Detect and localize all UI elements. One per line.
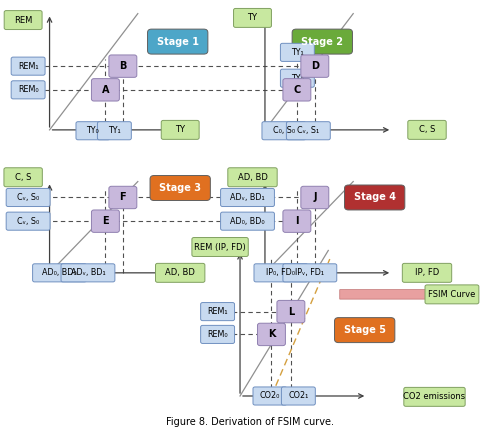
FancyBboxPatch shape (92, 79, 120, 101)
FancyBboxPatch shape (200, 302, 234, 321)
FancyBboxPatch shape (283, 79, 311, 101)
FancyBboxPatch shape (408, 121, 446, 140)
FancyBboxPatch shape (280, 43, 314, 61)
FancyBboxPatch shape (61, 264, 115, 282)
Text: K: K (268, 330, 275, 340)
FancyBboxPatch shape (286, 122, 331, 140)
Text: AD, BD: AD, BD (238, 173, 268, 182)
FancyBboxPatch shape (220, 188, 274, 206)
FancyBboxPatch shape (344, 185, 405, 210)
FancyBboxPatch shape (6, 188, 50, 206)
Text: AD, BD: AD, BD (166, 268, 195, 277)
FancyBboxPatch shape (109, 55, 137, 77)
FancyBboxPatch shape (200, 325, 234, 343)
Text: C, S: C, S (15, 173, 32, 182)
Text: C, S: C, S (419, 125, 435, 134)
Text: TY: TY (175, 125, 185, 134)
Text: REM₀: REM₀ (18, 86, 38, 94)
Text: AD₀, BD₀: AD₀, BD₀ (42, 268, 77, 277)
FancyBboxPatch shape (161, 121, 199, 140)
FancyBboxPatch shape (6, 212, 50, 230)
Text: Cᵥ, S₀: Cᵥ, S₀ (17, 217, 39, 226)
FancyBboxPatch shape (283, 210, 311, 232)
FancyBboxPatch shape (11, 57, 45, 75)
Text: IP₀, FD₀: IP₀, FD₀ (266, 268, 296, 277)
Text: Stage 5: Stage 5 (344, 325, 386, 335)
Text: AD₀, BD₀: AD₀, BD₀ (230, 217, 265, 226)
FancyBboxPatch shape (282, 387, 316, 405)
FancyBboxPatch shape (283, 264, 337, 282)
FancyArrow shape (340, 287, 442, 301)
Text: IPᵥ, FD₁: IPᵥ, FD₁ (296, 268, 324, 277)
FancyBboxPatch shape (254, 264, 308, 282)
FancyBboxPatch shape (192, 238, 248, 257)
Text: TY₁: TY₁ (108, 126, 121, 135)
FancyBboxPatch shape (404, 388, 465, 407)
Text: I: I (295, 216, 298, 226)
Text: J: J (313, 193, 316, 203)
Text: B: B (119, 61, 126, 71)
FancyBboxPatch shape (76, 122, 110, 140)
Text: C₀, S₀: C₀, S₀ (273, 126, 295, 135)
FancyBboxPatch shape (301, 55, 329, 77)
Text: Cᵥ, S₁: Cᵥ, S₁ (297, 126, 320, 135)
FancyBboxPatch shape (11, 81, 45, 99)
Text: ADᵥ, BD₁: ADᵥ, BD₁ (230, 193, 265, 202)
FancyBboxPatch shape (334, 318, 395, 343)
Text: Stage 1: Stage 1 (156, 37, 198, 47)
Text: D: D (311, 61, 319, 71)
FancyBboxPatch shape (150, 175, 210, 200)
Text: CO2₁: CO2₁ (288, 391, 308, 400)
Text: ADᵥ, BD₁: ADᵥ, BD₁ (70, 268, 106, 277)
FancyBboxPatch shape (262, 122, 306, 140)
FancyBboxPatch shape (253, 387, 287, 405)
Text: Figure 8. Derivation of FSIM curve.: Figure 8. Derivation of FSIM curve. (166, 417, 334, 427)
Text: REM₁: REM₁ (208, 307, 228, 316)
Text: REM₁: REM₁ (18, 62, 38, 71)
FancyBboxPatch shape (4, 168, 43, 187)
FancyBboxPatch shape (156, 264, 205, 283)
Text: CO2₀: CO2₀ (260, 391, 280, 400)
FancyBboxPatch shape (109, 186, 137, 209)
FancyBboxPatch shape (277, 300, 305, 323)
FancyBboxPatch shape (220, 212, 274, 230)
Text: L: L (288, 307, 294, 317)
FancyBboxPatch shape (402, 264, 452, 283)
FancyBboxPatch shape (292, 29, 352, 54)
Text: FSIM Curve: FSIM Curve (428, 290, 476, 299)
Text: IP, FD: IP, FD (415, 268, 439, 277)
Text: REM: REM (14, 16, 32, 25)
Text: C: C (293, 85, 300, 95)
Text: A: A (102, 85, 109, 95)
Text: REM (IP, FD): REM (IP, FD) (194, 242, 246, 251)
Text: REM₀: REM₀ (208, 330, 228, 339)
FancyBboxPatch shape (148, 29, 208, 54)
FancyBboxPatch shape (258, 323, 285, 346)
FancyBboxPatch shape (234, 9, 272, 27)
FancyBboxPatch shape (301, 186, 329, 209)
Text: Cᵥ, S₀: Cᵥ, S₀ (17, 193, 39, 202)
Text: TY: TY (248, 13, 258, 22)
Text: E: E (102, 216, 108, 226)
Text: TY₁: TY₁ (291, 48, 304, 57)
Text: Stage 3: Stage 3 (159, 183, 201, 193)
FancyBboxPatch shape (228, 168, 277, 187)
Text: F: F (120, 193, 126, 203)
FancyBboxPatch shape (92, 210, 120, 232)
Text: TY₀: TY₀ (291, 74, 304, 83)
FancyBboxPatch shape (425, 285, 479, 304)
Text: CO2 emissions: CO2 emissions (404, 392, 466, 401)
Text: Stage 4: Stage 4 (354, 193, 396, 203)
Text: Stage 2: Stage 2 (302, 37, 344, 47)
FancyBboxPatch shape (98, 122, 132, 140)
FancyBboxPatch shape (280, 69, 314, 87)
FancyBboxPatch shape (32, 264, 86, 282)
FancyBboxPatch shape (4, 11, 42, 29)
Text: TY₀: TY₀ (86, 126, 100, 135)
